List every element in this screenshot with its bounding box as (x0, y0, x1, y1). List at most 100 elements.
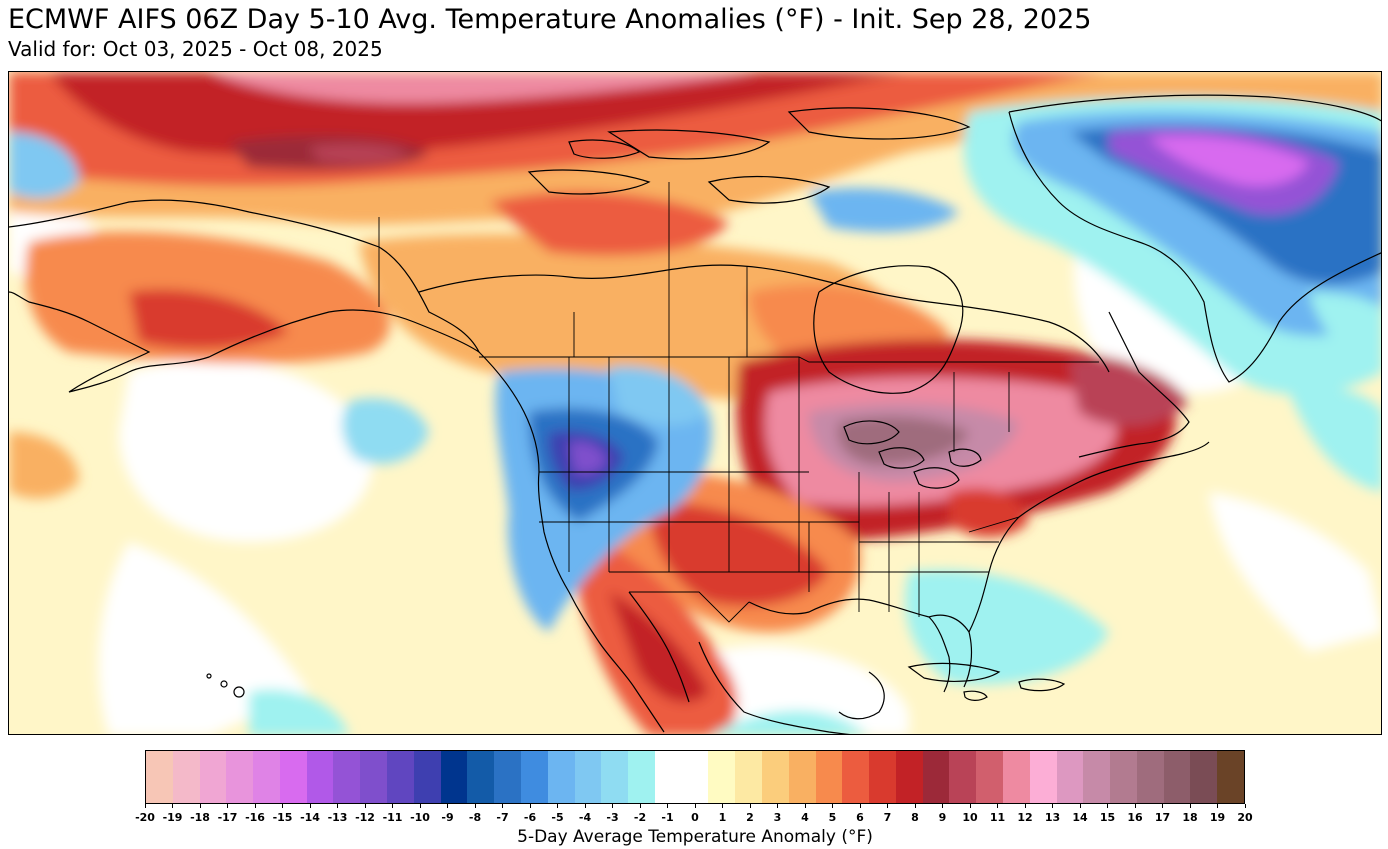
colorbar-tick-label: -9 (441, 811, 454, 824)
colorbar-tick (1162, 804, 1163, 808)
colorbar-tick (282, 804, 283, 808)
colorbar-swatch (976, 751, 1003, 803)
colorbar-tick-label: 20 (1237, 811, 1253, 824)
colorbar-tick-label: -17 (217, 811, 238, 824)
colorbar-tick (227, 804, 228, 808)
colorbar-swatch (1083, 751, 1111, 803)
colorbar-tick-label: -2 (633, 811, 647, 824)
colorbar-tick (1079, 804, 1081, 808)
colorbar-swatch (199, 751, 227, 803)
colorbar-swatch (1136, 751, 1164, 803)
colorbar-tick (694, 804, 696, 808)
colorbar-tick-label: 2 (746, 811, 754, 824)
colorbar-tick (144, 804, 146, 808)
colorbar-tick (1107, 804, 1108, 808)
colorbar-tick-label: 5 (828, 811, 837, 824)
colorbar-tick (529, 804, 531, 808)
colorbar-swatch (1190, 751, 1218, 803)
colorbar-tick-label: -15 (272, 811, 293, 824)
colorbar-tick (859, 804, 861, 808)
colorbar-tick (172, 804, 173, 808)
colorbar-tick-label: -8 (468, 811, 482, 824)
colorbar-tick (1134, 804, 1136, 808)
colorbar-swatch (413, 751, 441, 803)
colorbar-swatch (601, 751, 629, 803)
map-boundaries (9, 94, 1381, 734)
colorbar-swatch (387, 751, 414, 803)
colorbar-swatch (306, 751, 334, 803)
colorbar-tick (254, 804, 256, 808)
colorbar-tick-label: 14 (1072, 811, 1088, 824)
colorbar-tick (1052, 804, 1053, 808)
colorbar-swatch (1003, 751, 1030, 803)
colorbar-tick-label: 15 (1099, 811, 1116, 824)
colorbar-tick (914, 804, 916, 808)
colorbar-tick (804, 804, 806, 808)
chart-subtitle: Valid for: Oct 03, 2025 - Oct 08, 2025 (8, 37, 383, 61)
colorbar-tick-label: 12 (1017, 811, 1033, 824)
colorbar-swatch (922, 751, 950, 803)
colorbar-swatch (547, 751, 575, 803)
colorbar-tick-label: -16 (245, 811, 265, 824)
colorbar-tick-label: -1 (661, 811, 674, 824)
colorbar-tick-label: -5 (551, 811, 564, 824)
colorbar-tick (392, 804, 393, 808)
colorbar-tick (777, 804, 778, 808)
colorbar-swatch (628, 751, 655, 803)
colorbar-tick-label: 7 (883, 811, 892, 824)
colorbar-swatch (1163, 751, 1191, 803)
colorbar: -20 -19 -18 -17 -16 -15 -14 -13 -12 -11 -10 -9 -8 -7-… (135, 750, 1253, 824)
anomaly-map (8, 71, 1382, 735)
colorbar-tick-label: 19 (1209, 811, 1226, 824)
colorbar-tick (502, 804, 503, 808)
colorbar-tick (474, 804, 476, 808)
colorbar-tick (337, 804, 338, 808)
colorbar-swatch (869, 751, 896, 803)
colorbar-tick (722, 804, 723, 808)
colorbar-swatch (574, 751, 602, 803)
colorbar-tick-label: -13 (327, 811, 348, 824)
colorbar-tick (1244, 804, 1246, 808)
colorbar-tick-label: 1 (718, 811, 727, 824)
colorbar-swatch (1217, 751, 1245, 803)
colorbar-tick (612, 804, 613, 808)
colorbar-tick (364, 804, 366, 808)
colorbar-tick (667, 804, 668, 808)
colorbar-swatch (1110, 751, 1137, 803)
colorbar-tick (887, 804, 888, 808)
colorbar-swatch (654, 751, 682, 803)
colorbar-swatch (895, 751, 923, 803)
colorbar-tick-label: 11 (989, 811, 1006, 824)
colorbar-tick-label: 4 (801, 811, 809, 824)
colorbar-swatch (949, 751, 977, 803)
colorbar-tick (419, 804, 421, 808)
colorbar-tick (942, 804, 943, 808)
colorbar-label: 5-Day Average Temperature Anomaly (°F) (517, 827, 873, 847)
colorbar-tick (1217, 804, 1218, 808)
anomaly-map-svg (9, 72, 1381, 734)
colorbar-tick (1189, 804, 1191, 808)
colorbar-tick (1024, 804, 1026, 808)
colorbar-tick-label: -7 (496, 811, 509, 824)
colorbar-tick-label: -11 (382, 811, 403, 824)
colorbar-swatch (681, 751, 709, 803)
colorbar-tick-label: 9 (938, 811, 947, 824)
anomaly-shading (9, 72, 1381, 734)
colorbar-swatch (788, 751, 816, 803)
colorbar-swatch (842, 751, 870, 803)
colorbar-swatches (145, 750, 1245, 804)
colorbar-tick-label: -4 (578, 811, 592, 824)
colorbar-tick-label: 17 (1154, 811, 1171, 824)
colorbar-swatch (253, 751, 280, 803)
colorbar-tick (557, 804, 558, 808)
colorbar-tick-label: 3 (773, 811, 782, 824)
political-borders (378, 182, 1099, 623)
colorbar-tick-label: -18 (190, 811, 210, 824)
colorbar-swatch (1056, 751, 1084, 803)
colorbar-swatch (279, 751, 307, 803)
colorbar-swatch (146, 751, 173, 803)
colorbar-tick (309, 804, 311, 808)
colorbar-tick (199, 804, 201, 808)
colorbar-tick-label: -12 (355, 811, 375, 824)
chart-title: ECMWF AIFS 06Z Day 5-10 Avg. Temperature… (8, 4, 1092, 35)
